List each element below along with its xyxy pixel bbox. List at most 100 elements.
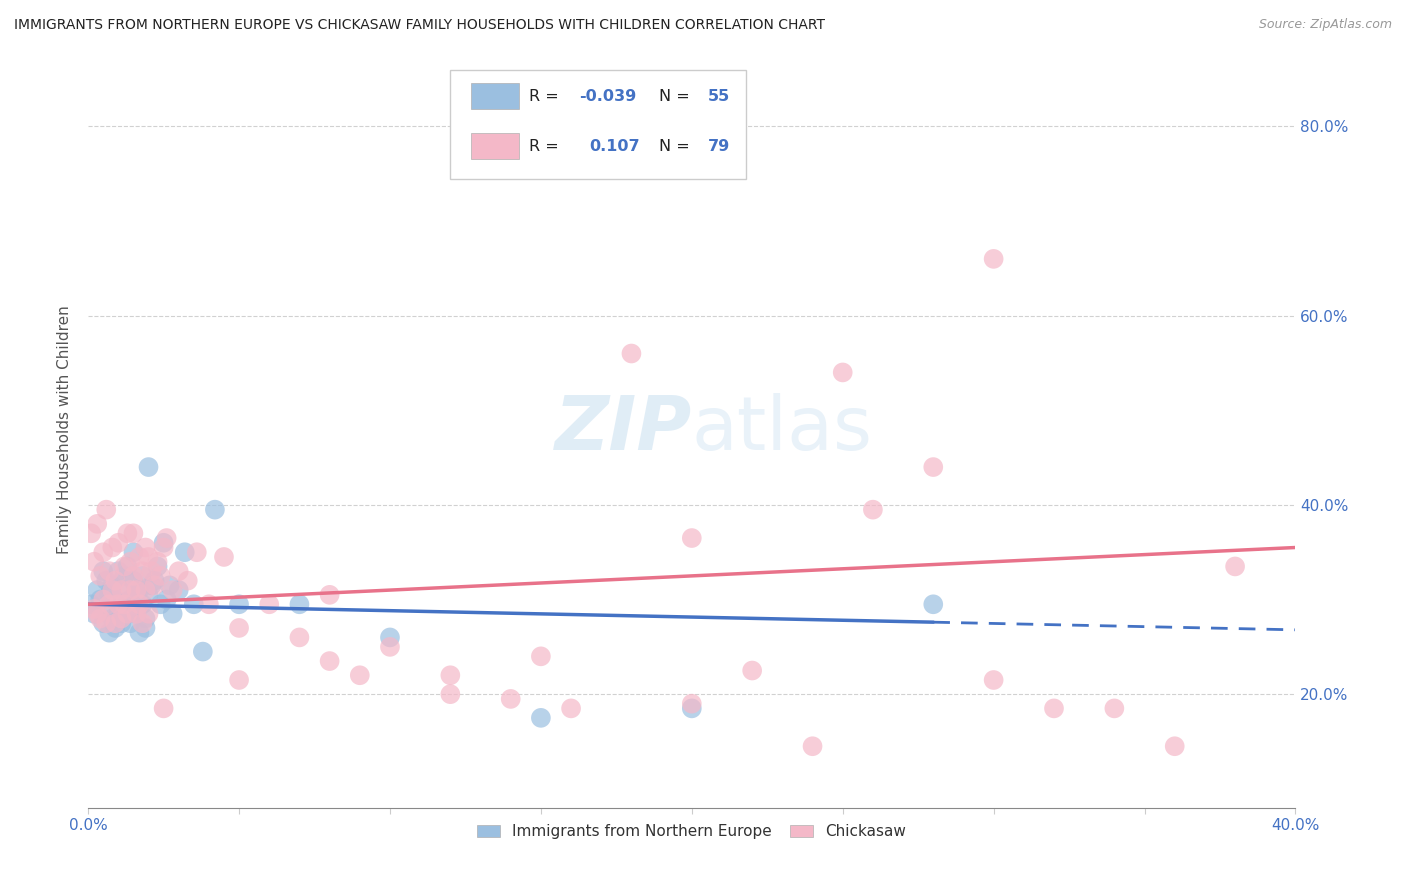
Point [96,574,118,588]
Point [152,535,174,549]
Point [80,526,103,541]
Point [117,607,139,621]
Point [122,574,145,588]
Point [128,549,150,564]
Point [83,607,105,621]
Point [86,516,108,531]
Point [112,559,135,574]
Point [131,597,153,611]
Point [530,649,553,664]
Point [112,597,135,611]
Point [831,366,853,380]
Text: N =: N = [659,88,695,103]
Point [104,616,127,631]
Point [101,541,124,555]
Point [125,607,148,621]
Point [801,739,824,754]
Point [107,597,129,611]
Point [120,592,142,607]
Point [318,588,340,602]
Point [101,611,124,625]
Point [141,578,163,592]
Point [110,616,132,631]
Point [288,631,311,645]
Point [104,621,127,635]
Point [530,711,553,725]
Point [681,697,703,711]
Point [167,583,190,598]
Text: Source: ZipAtlas.com: Source: ZipAtlas.com [1258,18,1392,31]
Point [86,583,108,598]
Point [257,597,280,611]
Point [104,574,127,588]
Point [681,701,703,715]
Point [131,569,153,583]
Point [96,616,118,631]
Point [146,555,169,569]
Point [156,592,179,607]
Point [134,541,156,555]
Point [228,673,250,687]
Point [156,531,179,545]
Point [439,687,461,701]
Text: 79: 79 [707,138,730,153]
Point [141,564,163,578]
Point [107,564,129,578]
Point [862,502,884,516]
Point [101,583,124,598]
Point [125,588,148,602]
Point [110,583,132,598]
Point [98,597,121,611]
Point [146,559,169,574]
Point [162,607,184,621]
FancyBboxPatch shape [450,70,747,179]
Point [143,578,166,592]
Text: 55: 55 [707,88,730,103]
Point [134,583,156,598]
Text: IMMIGRANTS FROM NORTHERN EUROPE VS CHICKASAW FAMILY HOUSEHOLDS WITH CHILDREN COR: IMMIGRANTS FROM NORTHERN EUROPE VS CHICK… [14,18,825,32]
Point [288,597,311,611]
Point [134,621,156,635]
Point [1043,701,1066,715]
Point [98,588,121,602]
Point [91,545,114,559]
Point [212,549,235,564]
Point [122,545,145,559]
Point [89,592,111,607]
Point [149,597,172,611]
Point [83,555,105,569]
Point [167,564,190,578]
Point [439,668,461,682]
Text: 0.107: 0.107 [589,138,640,153]
Point [1223,559,1246,574]
Point [117,607,139,621]
Point [138,549,160,564]
Point [162,583,184,598]
Point [89,569,111,583]
Point [112,597,135,611]
Point [122,569,145,583]
Point [112,569,135,583]
Point [149,569,172,583]
Text: -0.039: -0.039 [579,88,637,103]
Text: R =: R = [529,88,564,103]
Bar [471,83,519,109]
Point [120,555,142,569]
Point [122,526,145,541]
Point [159,578,181,592]
Point [186,545,208,559]
Point [1104,701,1126,715]
Point [681,531,703,545]
Point [318,654,340,668]
Point [131,564,153,578]
Point [138,460,160,475]
Point [128,625,150,640]
Point [143,574,166,588]
Point [191,644,214,658]
Point [117,559,139,574]
Point [120,616,142,631]
Point [922,460,945,475]
Point [83,602,105,616]
Point [104,592,127,607]
Point [91,592,114,607]
